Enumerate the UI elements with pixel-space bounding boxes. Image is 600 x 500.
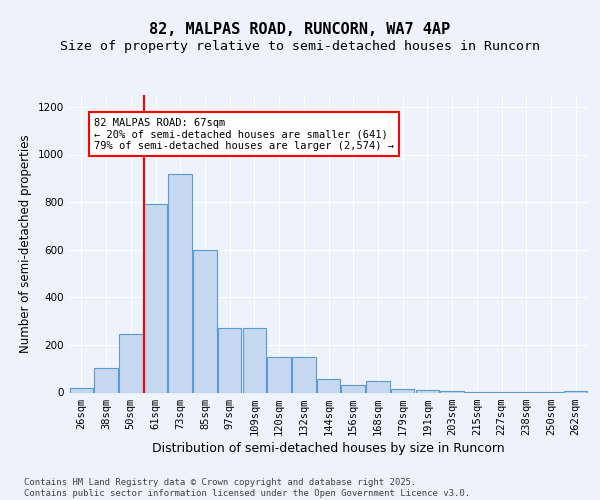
- Bar: [242, 328, 266, 392]
- Bar: [70, 388, 93, 392]
- Bar: [119, 334, 143, 392]
- Bar: [416, 390, 439, 392]
- Bar: [193, 250, 217, 392]
- Text: 82 MALPAS ROAD: 67sqm
← 20% of semi-detached houses are smaller (641)
79% of sem: 82 MALPAS ROAD: 67sqm ← 20% of semi-deta…: [94, 118, 394, 151]
- Bar: [268, 357, 291, 392]
- Bar: [317, 380, 340, 392]
- Bar: [218, 328, 241, 392]
- Bar: [391, 389, 415, 392]
- Text: 82, MALPAS ROAD, RUNCORN, WA7 4AP: 82, MALPAS ROAD, RUNCORN, WA7 4AP: [149, 22, 451, 38]
- Bar: [292, 357, 316, 392]
- Text: Size of property relative to semi-detached houses in Runcorn: Size of property relative to semi-detach…: [60, 40, 540, 53]
- Bar: [169, 174, 192, 392]
- X-axis label: Distribution of semi-detached houses by size in Runcorn: Distribution of semi-detached houses by …: [152, 442, 505, 455]
- Bar: [144, 204, 167, 392]
- Text: Contains HM Land Registry data © Crown copyright and database right 2025.
Contai: Contains HM Land Registry data © Crown c…: [24, 478, 470, 498]
- Bar: [341, 386, 365, 392]
- Bar: [366, 380, 389, 392]
- Y-axis label: Number of semi-detached properties: Number of semi-detached properties: [19, 134, 32, 353]
- Bar: [94, 368, 118, 392]
